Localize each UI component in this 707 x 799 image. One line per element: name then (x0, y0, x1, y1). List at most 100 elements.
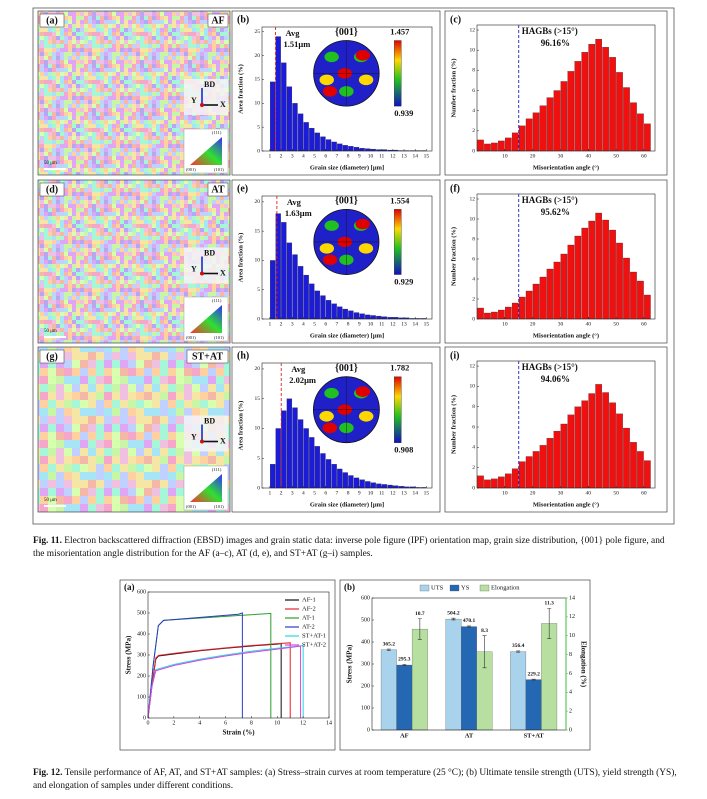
histogram-bar (539, 105, 547, 152)
color-bar-min: 0.929 (394, 276, 413, 286)
histogram-bar (484, 479, 491, 489)
histogram-bar (532, 283, 540, 320)
bd-label: BD (204, 416, 215, 425)
pole-intensity (322, 422, 338, 434)
y-tick-label: 0 (143, 715, 146, 721)
histogram-bar (511, 302, 519, 320)
y-tick-label: 10 (470, 384, 476, 390)
error-bar (451, 617, 456, 621)
pole-intensity (355, 386, 371, 397)
y-tick-label: 0 (257, 316, 260, 322)
panel-label: (g) (46, 351, 58, 362)
panel: 10 20 30 40 50 60 0 2 4 6 8 10 12 Misorientation angl… (444, 10, 668, 176)
panel-frame (231, 179, 441, 344)
histogram-bar (393, 485, 399, 489)
histogram-bar (546, 268, 554, 320)
x-axis-label: Grain size (diameter) [μm] (310, 164, 384, 171)
x-tick-label: 5 (313, 490, 316, 496)
x-tick-label: 60 (641, 153, 647, 159)
ipf-key-label: (101) (214, 335, 224, 340)
y-tick-label: 10 (255, 101, 261, 107)
histogram-bar (270, 260, 276, 320)
y-tick-label: 400 (137, 631, 146, 637)
panel-label: (a) (124, 582, 135, 592)
scale-label: 50 μm (44, 161, 57, 166)
legend-label: UTS (431, 584, 444, 591)
color-bar (394, 40, 402, 107)
x-tick-label: 6 (324, 490, 327, 496)
y-tick-label: 200 (361, 683, 370, 689)
x-tick-label: 3 (291, 321, 294, 327)
y-tick-label: 20 (255, 53, 261, 59)
histogram-bar (365, 481, 371, 489)
panel: (g) ST+AT BD Y X (001) (101) (111) 50 μm (37, 346, 231, 513)
panel-label: (f) (450, 183, 460, 194)
histogram-bar (365, 148, 371, 152)
x-tick-label: 10 (502, 153, 508, 159)
histogram-bar (644, 123, 651, 152)
color-bar-min: 0.939 (394, 108, 413, 118)
y-tick-label: 15 (255, 77, 261, 83)
pole-intensity (355, 50, 371, 61)
panel-frame (444, 346, 668, 513)
histogram-bar (504, 137, 512, 152)
ipf-key (190, 305, 222, 333)
caption-label: Fig. 11. (33, 536, 62, 546)
histogram-bar (616, 72, 623, 152)
x-tick-label: 20 (530, 490, 536, 496)
curve (147, 645, 302, 719)
color-bar-max: 1.457 (390, 26, 410, 36)
value-label: 470.1 (463, 618, 476, 624)
plot-frame (476, 193, 656, 320)
histogram-bar (560, 253, 568, 320)
histogram-bar (609, 402, 616, 489)
y-tick-label: 200 (137, 673, 146, 679)
x-tick-label: 20 (530, 153, 536, 159)
value-label: 356.4 (512, 643, 525, 649)
histogram-bar (297, 113, 304, 152)
histogram-bar (553, 430, 561, 489)
panel-label-box (39, 13, 65, 28)
histogram-bar (630, 442, 637, 489)
y-tick-label: 0 (367, 727, 370, 733)
y-tick-label: 8 (472, 236, 475, 242)
y-label: Y (191, 96, 197, 105)
histogram-bar (532, 451, 540, 489)
x-tick-label: 2 (280, 321, 283, 327)
x-tick-label: 4 (302, 490, 305, 496)
y2-tick-label: 0 (569, 727, 572, 733)
x-tick-label: 13 (401, 153, 407, 159)
histogram-bar (342, 308, 348, 320)
color-bar-min: 0.908 (394, 445, 413, 455)
pole-intensity (324, 51, 339, 63)
x-tick-label: 6 (324, 321, 327, 327)
y-tick-label: 0 (472, 316, 475, 322)
y-axis-label: Area fraction (%) (237, 401, 244, 451)
x-axis-label: Misorientation angle (°) (533, 332, 599, 339)
x-label: X (220, 100, 226, 109)
histogram-bar (518, 296, 526, 320)
histogram-bar (314, 446, 320, 489)
histogram-bar (331, 141, 337, 152)
histogram-bar (567, 244, 575, 320)
histogram-bar (504, 473, 512, 489)
legend-label: AF-1 (302, 596, 316, 603)
x-tick-label: 0 (147, 720, 150, 726)
histogram-bar (560, 423, 568, 489)
y-tick-label: 8 (472, 404, 475, 410)
histogram-bar (609, 229, 616, 320)
histogram-bar (616, 413, 623, 489)
histogram-bar (348, 475, 354, 489)
color-bar (394, 209, 402, 275)
ipf-key-label: (001) (186, 335, 196, 340)
legend-label: ST+AT-1 (302, 632, 326, 639)
value-label: 365.2 (383, 641, 396, 647)
y-tick-label: 300 (361, 661, 370, 667)
value-label: 10.7 (415, 611, 425, 617)
histogram-bar (286, 398, 293, 489)
pole-intensity (324, 387, 339, 399)
y-label: Y (191, 264, 197, 273)
panel-frame (37, 179, 231, 344)
x-tick-label: 4 (302, 153, 305, 159)
